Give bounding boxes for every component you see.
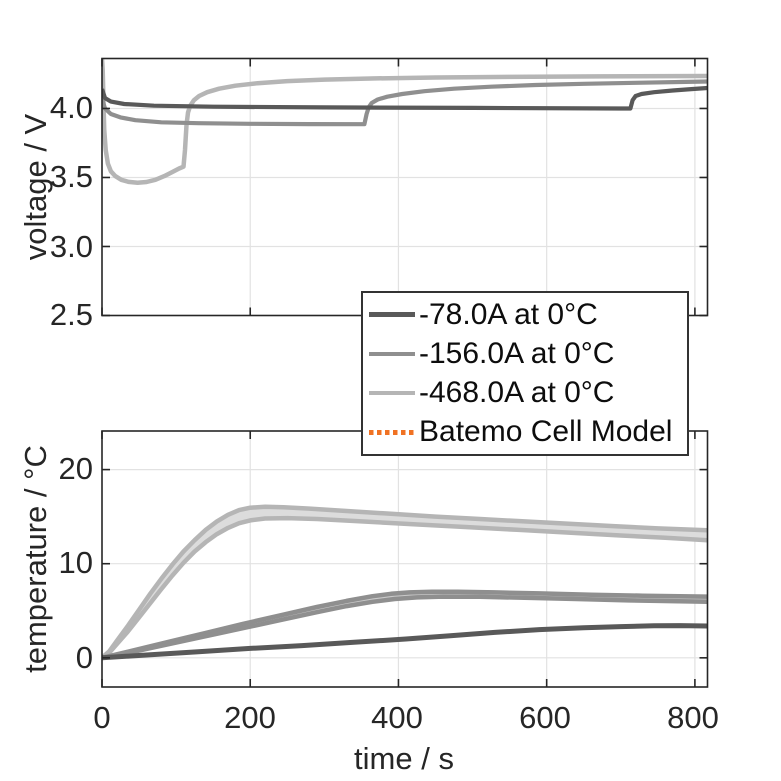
xtick-200: 200 — [224, 700, 276, 735]
legend-line-sample-156A — [369, 351, 415, 357]
voltage-subplot-series — [102, 58, 708, 185]
temperature-subplot-line-3 — [102, 594, 708, 661]
voltage-subplot-line-2 — [102, 85, 708, 111]
voltage-subplot-line-0 — [102, 58, 708, 185]
temperature-subplot-line-4 — [102, 623, 708, 661]
temperature-ytick-20: 20 — [58, 451, 93, 486]
legend-label-156A: -156.0A at 0°C — [419, 336, 615, 370]
temperature-ytick-10: 10 — [58, 545, 93, 580]
temperature-subplot-series — [102, 504, 708, 661]
time-axis-label: time / s — [354, 741, 454, 776]
legend-label-468A: -468.0A at 0°C — [419, 376, 615, 410]
voltage-ytick-3.0: 3.0 — [49, 229, 93, 264]
legend-item-batemo-model: Batemo Cell Model — [369, 413, 687, 451]
temperature-subplot-line-0 — [102, 504, 708, 660]
legend-item-468A: -468.0A at 0°C — [369, 374, 687, 412]
xtick-400: 400 — [371, 700, 423, 735]
temperature-subplot-band-3 — [102, 591, 708, 658]
legend-line-sample-78A — [369, 312, 415, 317]
voltage-ytick-4.0: 4.0 — [49, 90, 93, 125]
legend-label-batemo-model: Batemo Cell Model — [419, 415, 673, 449]
temperature-subplot — [101, 430, 709, 688]
temperature-ytick-0: 0 — [75, 640, 93, 675]
temperature-subplot-line-1 — [102, 515, 708, 660]
xtick-800: 800 — [667, 700, 719, 735]
legend-dotted-line-sample — [369, 429, 415, 435]
legend-label-78A: -78.0A at 0°C — [419, 297, 598, 331]
voltage-subplot-grid — [102, 58, 708, 316]
xtick-0: 0 — [93, 700, 111, 735]
legend-item-156A: -156.0A at 0°C — [369, 335, 687, 373]
legend-item-78A: -78.0A at 0°C — [369, 296, 687, 334]
temperature-subplot-grid — [102, 431, 708, 687]
legend: -78.0A at 0°C -156.0A at 0°C -468.0A at … — [361, 291, 689, 456]
legend-line-sample-468A — [369, 390, 415, 396]
voltage-ytick-3.5: 3.5 — [49, 159, 93, 194]
voltage-subplot — [101, 57, 709, 317]
voltage-ytick-2.5: 2.5 — [49, 297, 93, 332]
xtick-600: 600 — [519, 700, 571, 735]
temperature-subplot-line-2 — [102, 589, 708, 660]
voltage-subplot-frame — [101, 57, 709, 317]
